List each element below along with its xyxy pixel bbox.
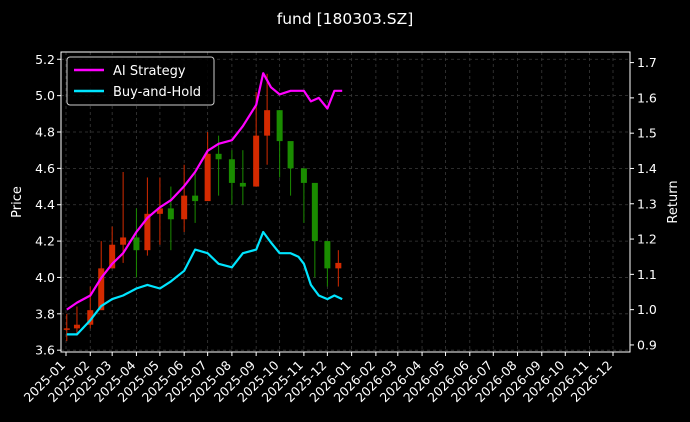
candle-body xyxy=(239,182,246,187)
candle-body xyxy=(253,135,260,187)
candle-body xyxy=(109,244,116,269)
candle-body xyxy=(133,237,140,251)
y-tick-label: 4.0 xyxy=(35,270,55,285)
candle-body xyxy=(167,208,174,220)
candle-body xyxy=(73,324,80,329)
candle-body xyxy=(192,195,199,202)
y2-tick-label: 1.4 xyxy=(637,161,657,176)
y2-tick-label: 1.1 xyxy=(637,267,657,282)
y-tick-label: 3.6 xyxy=(35,343,55,358)
candle-body xyxy=(98,268,105,311)
candle-body xyxy=(144,213,151,251)
candle-body xyxy=(276,110,283,142)
y-tick-label: 4.4 xyxy=(35,197,55,212)
buy-and-hold-line xyxy=(66,230,343,336)
chart-title: fund [180303.SZ] xyxy=(277,10,414,28)
y2-tick-label: 1.2 xyxy=(637,232,657,247)
y-tick-label: 4.2 xyxy=(35,234,55,249)
candle-body xyxy=(181,195,188,220)
candle-body xyxy=(311,182,318,242)
candle-body xyxy=(324,241,331,269)
candle-body xyxy=(204,153,211,202)
candle-body xyxy=(335,262,342,269)
y-tick-label: 4.8 xyxy=(35,125,55,140)
y2-tick-label: 1.6 xyxy=(637,90,657,105)
y-tick-label: 3.8 xyxy=(35,306,55,321)
y-axis-label: Price xyxy=(10,186,25,218)
ai-strategy-line xyxy=(66,72,343,311)
legend-label-buy-and-hold: Buy-and-Hold xyxy=(113,85,201,100)
y-tick-label: 4.6 xyxy=(35,161,55,176)
candle-body xyxy=(120,237,127,245)
legend: AI Strategy Buy-and-Hold xyxy=(66,56,215,106)
candle-body xyxy=(287,141,294,169)
candle-body xyxy=(300,168,307,183)
series-lines xyxy=(66,72,343,336)
candle-body xyxy=(87,310,94,325)
y2-tick-label: 1.7 xyxy=(637,55,657,70)
y-tick-label: 5.0 xyxy=(35,88,55,103)
y-tick-label: 5.2 xyxy=(35,52,55,67)
y2-tick-label: 1.5 xyxy=(637,126,657,141)
y2-tick-label: 0.9 xyxy=(637,337,657,352)
y2-axis-label: Return xyxy=(666,180,681,223)
candle-body xyxy=(228,159,235,183)
candle-body xyxy=(63,328,70,330)
plot-frame xyxy=(60,51,631,353)
candle-body xyxy=(156,208,163,214)
y2-tick-label: 1.0 xyxy=(637,302,657,317)
candle-body xyxy=(264,110,271,136)
legend-label-ai-strategy: AI Strategy xyxy=(113,64,186,79)
candle-body xyxy=(215,153,222,160)
candlesticks xyxy=(63,73,342,342)
y2-tick-label: 1.3 xyxy=(637,196,657,211)
